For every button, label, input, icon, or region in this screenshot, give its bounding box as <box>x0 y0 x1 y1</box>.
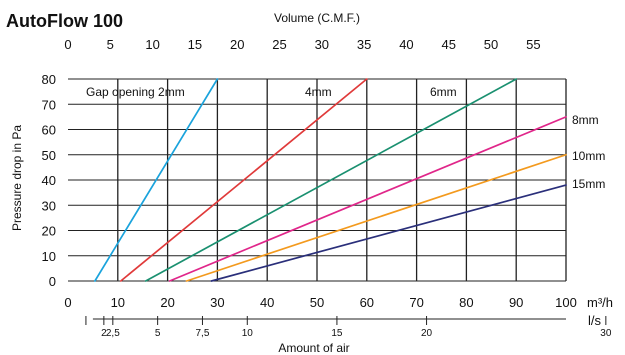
y-tick-label: 70 <box>42 97 56 112</box>
bottom-tick-label: 2,5 <box>106 328 120 339</box>
x-tick-label: 40 <box>260 295 274 310</box>
top-axis: 0 5 10 15 20 25 30 35 40 45 50 55 <box>64 37 540 52</box>
x-tick-label: 10 <box>111 295 125 310</box>
top-tick-label: 5 <box>107 37 114 52</box>
top-tick-label: 30 <box>315 37 329 52</box>
top-axis-title: Volume (C.M.F.) <box>274 11 360 25</box>
x-tick-label: 50 <box>310 295 324 310</box>
series-label: 6mm <box>430 85 457 99</box>
series-label: 15mm <box>572 177 605 191</box>
annotation-group: Gap opening 2mm 4mm 6mm 8mm 10mm 15mm <box>86 85 605 191</box>
series-label: 8mm <box>572 113 599 127</box>
top-tick-label: 15 <box>188 37 202 52</box>
y-tick-label: 40 <box>42 173 56 188</box>
bottom-axis-unit: l/s <box>588 313 602 328</box>
bottom-axis: 2 2,5 5 7,5 10 15 20 30 <box>85 316 612 339</box>
x-axis: 0 10 20 30 40 50 60 70 80 90 100 <box>64 295 576 310</box>
top-tick-label: 45 <box>441 37 455 52</box>
y-tick-label: 10 <box>42 249 56 264</box>
series-line <box>185 153 567 282</box>
series-line <box>144 78 518 282</box>
grid <box>68 78 567 282</box>
x-tick-label: 0 <box>64 295 71 310</box>
top-tick-label: 0 <box>64 37 71 52</box>
top-tick-label: 25 <box>272 37 286 52</box>
series-group <box>94 78 567 282</box>
bottom-tick-label: 30 <box>600 328 612 339</box>
y-tick-label: 50 <box>42 148 56 163</box>
x-tick-label: 70 <box>409 295 423 310</box>
top-tick-label: 55 <box>526 37 540 52</box>
top-tick-label: 20 <box>230 37 244 52</box>
x-tick-label: 90 <box>509 295 523 310</box>
bottom-tick-label: 5 <box>155 328 161 339</box>
series-line <box>94 78 219 282</box>
bottom-tick-label: 10 <box>242 328 254 339</box>
chart-title: AutoFlow 100 <box>6 11 123 31</box>
y-tick-label: 80 <box>42 72 56 87</box>
x-tick-label: 60 <box>360 295 374 310</box>
bottom-axis-title: Amount of air <box>278 341 349 355</box>
x-tick-label: 20 <box>160 295 174 310</box>
x-tick-label: 100 <box>555 295 577 310</box>
top-tick-label: 10 <box>145 37 159 52</box>
series-line <box>210 184 567 282</box>
series-line <box>168 116 567 282</box>
series-label: 4mm <box>305 85 332 99</box>
bottom-tick-label: 7,5 <box>196 328 210 339</box>
top-tick-label: 35 <box>357 37 371 52</box>
y-tick-label: 20 <box>42 224 56 239</box>
bottom-tick-label: 2 <box>101 328 107 339</box>
bottom-tick-label: 20 <box>421 328 433 339</box>
y-axis-title: Pressure drop in Pa <box>10 125 24 231</box>
series-label: 10mm <box>572 149 605 163</box>
x-tick-label: 80 <box>459 295 473 310</box>
series-line <box>119 78 368 282</box>
top-tick-label: 40 <box>399 37 413 52</box>
y-axis: 0 10 20 30 40 50 60 70 80 <box>42 72 56 289</box>
bottom-tick-label: 15 <box>331 328 343 339</box>
y-tick-label: 60 <box>42 123 56 138</box>
top-tick-label: 50 <box>484 37 498 52</box>
series-label: Gap opening 2mm <box>86 85 185 99</box>
x-tick-label: 30 <box>210 295 224 310</box>
y-tick-label: 30 <box>42 198 56 213</box>
x-axis-unit: m³/h <box>587 295 613 310</box>
y-tick-label: 0 <box>49 274 56 289</box>
